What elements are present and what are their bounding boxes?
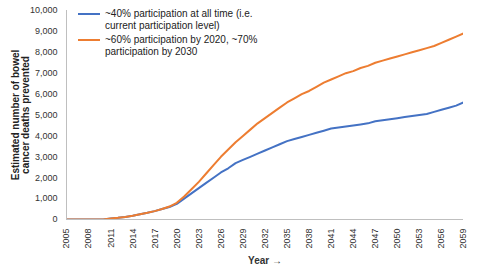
svg-text:2044: 2044 bbox=[348, 229, 358, 249]
svg-text:2,000: 2,000 bbox=[35, 173, 58, 183]
svg-text:2005: 2005 bbox=[61, 229, 71, 249]
svg-text:2047: 2047 bbox=[370, 229, 380, 249]
svg-text:1,000: 1,000 bbox=[35, 193, 58, 203]
svg-text:2017: 2017 bbox=[150, 229, 160, 249]
svg-text:Year →: Year → bbox=[248, 255, 282, 266]
svg-text:0: 0 bbox=[52, 214, 57, 224]
svg-text:2059: 2059 bbox=[458, 229, 468, 249]
svg-text:2032: 2032 bbox=[260, 229, 270, 249]
html-text:~40% participation at all time: ~40% participation at all time (i.e. cur… bbox=[105, 8, 253, 31]
svg-text:2029: 2029 bbox=[238, 229, 248, 249]
svg-text:7,000: 7,000 bbox=[35, 68, 58, 78]
svg-text:2056: 2056 bbox=[436, 229, 446, 249]
html-text:~60% participation by 2020, ~7: ~60% participation by 2020, ~70% partici… bbox=[105, 34, 258, 57]
svg-text:2026: 2026 bbox=[216, 229, 226, 249]
svg-text:9,000: 9,000 bbox=[35, 26, 58, 36]
svg-text:4,000: 4,000 bbox=[35, 131, 58, 141]
svg-text:8,000: 8,000 bbox=[35, 47, 58, 57]
svg-text:2035: 2035 bbox=[282, 229, 292, 249]
svg-text:2050: 2050 bbox=[392, 229, 402, 249]
svg-text:2008: 2008 bbox=[83, 229, 93, 249]
svg-text:2011: 2011 bbox=[105, 229, 115, 248]
svg-text:2041: 2041 bbox=[326, 229, 336, 249]
svg-text:2023: 2023 bbox=[194, 229, 204, 249]
svg-text:6,000: 6,000 bbox=[35, 89, 58, 99]
svg-text:3,000: 3,000 bbox=[35, 152, 58, 162]
svg-text:10,000: 10,000 bbox=[30, 5, 58, 15]
svg-text:2053: 2053 bbox=[414, 229, 424, 249]
svg-text:2038: 2038 bbox=[304, 229, 314, 249]
svg-text:2020: 2020 bbox=[172, 229, 182, 249]
svg-text:Estimated number of bowelcance: Estimated number of bowelcancer deaths p… bbox=[10, 49, 31, 180]
svg-text:2014: 2014 bbox=[128, 229, 138, 249]
svg-text:5,000: 5,000 bbox=[35, 110, 58, 120]
